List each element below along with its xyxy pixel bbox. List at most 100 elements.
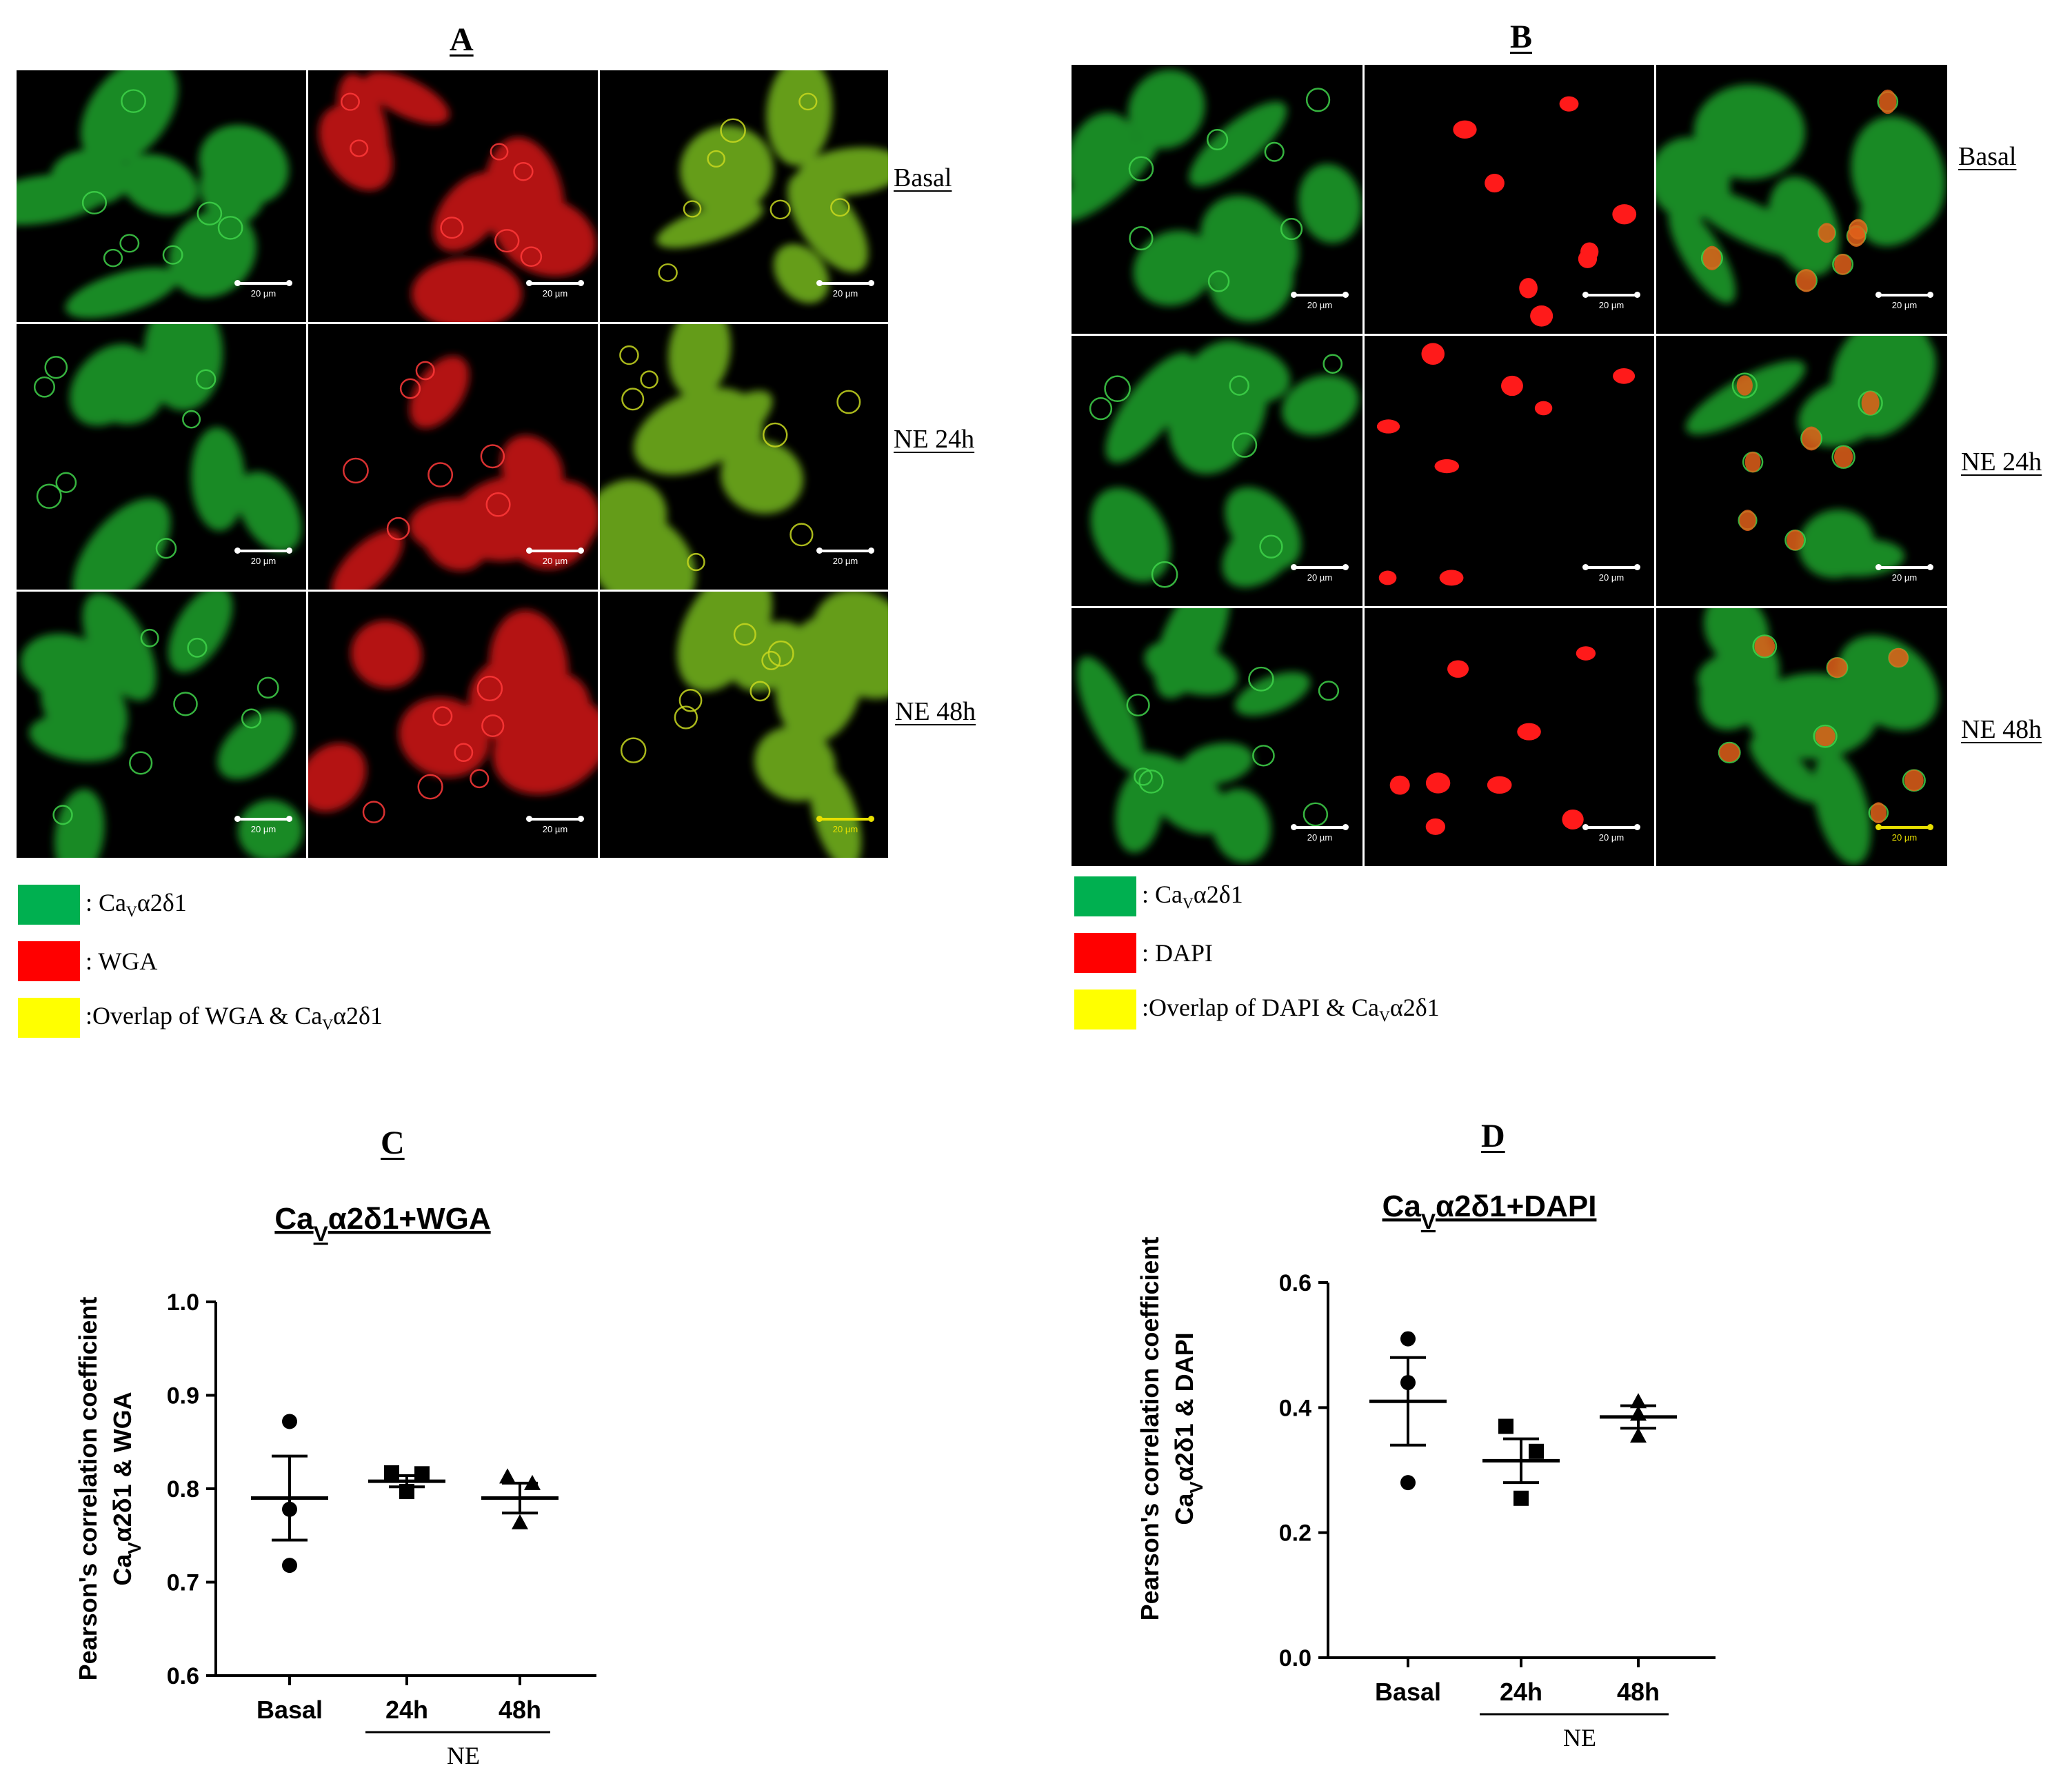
panel-b-row-label-ne24: NE 24h — [1961, 448, 2042, 476]
panel-a-row-label-basal: Basal — [894, 163, 952, 192]
image-a-ne48-red: 20 µm — [308, 592, 598, 858]
scale-bar-line — [816, 816, 874, 822]
image-a-basal-green: 20 µm — [17, 70, 306, 322]
image-a-ne24-merge: 20 µm — [600, 324, 888, 590]
y-tick-label: 0.6 — [167, 1663, 199, 1689]
chart-title: CaVα2δ1+DAPI — [1382, 1189, 1597, 1234]
scale-bar-label: 20 µm — [1891, 832, 1918, 843]
scale-bar-label: 20 µm — [1598, 572, 1625, 583]
scale-bar: 20 µm — [1582, 292, 1640, 314]
scale-bar: 20 µm — [1291, 824, 1349, 847]
data-point-triangle — [524, 1474, 541, 1490]
scale-bar: 20 µm — [526, 280, 584, 303]
scale-bar-label: 20 µm — [542, 288, 568, 299]
scale-bar-line — [1582, 824, 1640, 830]
image-a-basal-merge: 20 µm — [600, 70, 888, 322]
image-b-basal-green: 20 µm — [1072, 65, 1362, 334]
legend-swatch — [18, 941, 80, 981]
scale-bar-label: 20 µm — [250, 824, 276, 834]
image-a-ne48-green: 20 µm — [17, 592, 306, 858]
y-tick-label: 0.2 — [1279, 1520, 1311, 1547]
panel-b-image-grid: 20 µm 20 µm 20 µm 20 µm 20 µm 20 µm 20 µ… — [1072, 65, 1947, 866]
y-tick-label: 0.8 — [167, 1476, 199, 1503]
scale-bar-line — [1875, 564, 1933, 570]
scale-bar-line — [1582, 292, 1640, 298]
image-b-ne24-dapi: 20 µm — [1365, 336, 1654, 606]
panel-b-row-label-ne48: NE 48h — [1961, 715, 2042, 744]
y-axis-label-line2: CaVα2δ1 & WGA — [108, 1392, 145, 1585]
y-tick-label: 0.7 — [167, 1570, 199, 1596]
scale-bar-line — [1291, 292, 1349, 298]
y-tick-label: 0.4 — [1279, 1395, 1311, 1421]
scale-bar: 20 µm — [234, 548, 292, 570]
scale-bar-label: 20 µm — [250, 556, 276, 566]
y-tick-label: 0.0 — [1279, 1645, 1311, 1671]
legend-b-item-0: : CaVα2δ1 — [1074, 876, 1243, 917]
panel-a-row-label-ne24: NE 24h — [894, 425, 975, 454]
scale-bar-label: 20 µm — [542, 556, 568, 566]
scale-bar: 20 µm — [234, 816, 292, 838]
scale-bar-line — [1875, 292, 1933, 298]
panel-a-image-grid: 20 µm 20 µm 20 µm 20 µm 20 µm 20 µm 20 µ… — [17, 70, 888, 858]
legend-swatch — [1074, 876, 1136, 916]
data-point-circle — [1400, 1375, 1416, 1391]
data-point-square — [1529, 1443, 1544, 1459]
group-label: NE — [447, 1742, 480, 1769]
panel-a-row-label-ne48: NE 48h — [895, 697, 976, 726]
scale-bar-label: 20 µm — [542, 824, 568, 834]
data-point-triangle — [499, 1468, 516, 1484]
scale-bar: 20 µm — [1875, 292, 1933, 314]
y-tick-label: 1.0 — [167, 1289, 199, 1316]
image-b-basal-dapi: 20 µm — [1365, 65, 1654, 334]
scale-bar: 20 µm — [1291, 292, 1349, 314]
chart-title: CaVα2δ1+WGA — [274, 1202, 490, 1246]
scale-bar-line — [526, 816, 584, 822]
legend-b-item-2: :Overlap of DAPI & CaVα2δ1 — [1074, 989, 1440, 1030]
legend-label: : WGA — [86, 947, 158, 975]
scale-bar-line — [234, 548, 292, 554]
legend-a-item-1: : WGA — [18, 941, 157, 982]
panel-b-row-label-basal: Basal — [1958, 142, 2017, 171]
y-axis-label-line1: Pearson's correlation coefficient — [1136, 1237, 1164, 1621]
data-point-circle — [282, 1414, 297, 1429]
legend-swatch — [1074, 933, 1136, 973]
scale-bar: 20 µm — [1875, 564, 1933, 587]
scale-bar: 20 µm — [526, 548, 584, 570]
data-point-triangle — [1630, 1393, 1647, 1409]
panel-c-letter: C — [381, 1125, 405, 1161]
scale-bar: 20 µm — [1291, 564, 1349, 587]
scale-bar-line — [1582, 564, 1640, 570]
scale-bar: 20 µm — [526, 816, 584, 838]
scale-bar: 20 µm — [1582, 564, 1640, 587]
data-point-square — [384, 1465, 399, 1480]
y-axis-label-line1: Pearson's correlation coefficient — [74, 1297, 102, 1681]
data-point-square — [1513, 1490, 1529, 1506]
scale-bar-line — [526, 548, 584, 554]
x-tick-label: Basal — [257, 1696, 323, 1724]
scale-bar-line — [1291, 564, 1349, 570]
image-b-ne48-merge: 20 µm — [1656, 608, 1947, 866]
scale-bar-label: 20 µm — [1307, 832, 1333, 843]
panel-a-letter: A — [450, 21, 474, 58]
group-label: NE — [1563, 1724, 1596, 1751]
scale-bar-line — [234, 280, 292, 286]
scale-bar: 20 µm — [816, 280, 874, 303]
legend-label: : CaVα2δ1 — [86, 889, 187, 921]
data-point-circle — [282, 1558, 297, 1574]
scale-bar-label: 20 µm — [1598, 300, 1625, 310]
image-a-basal-red: 20 µm — [308, 70, 598, 322]
scale-bar-line — [1875, 824, 1933, 830]
x-tick-label: 48h — [499, 1696, 541, 1724]
scale-bar-line — [816, 280, 874, 286]
legend-label: : DAPI — [1142, 939, 1214, 967]
image-b-ne48-dapi: 20 µm — [1365, 608, 1654, 866]
scale-bar-label: 20 µm — [1891, 300, 1918, 310]
legend-label: :Overlap of WGA & CaVα2δ1 — [86, 1002, 383, 1034]
legend-swatch — [18, 885, 80, 925]
image-a-ne24-green: 20 µm — [17, 324, 306, 590]
scale-bar-label: 20 µm — [1891, 572, 1918, 583]
scale-bar: 20 µm — [816, 816, 874, 838]
data-point-circle — [282, 1501, 297, 1517]
data-point-circle — [1400, 1475, 1416, 1491]
scale-bar: 20 µm — [234, 280, 292, 303]
